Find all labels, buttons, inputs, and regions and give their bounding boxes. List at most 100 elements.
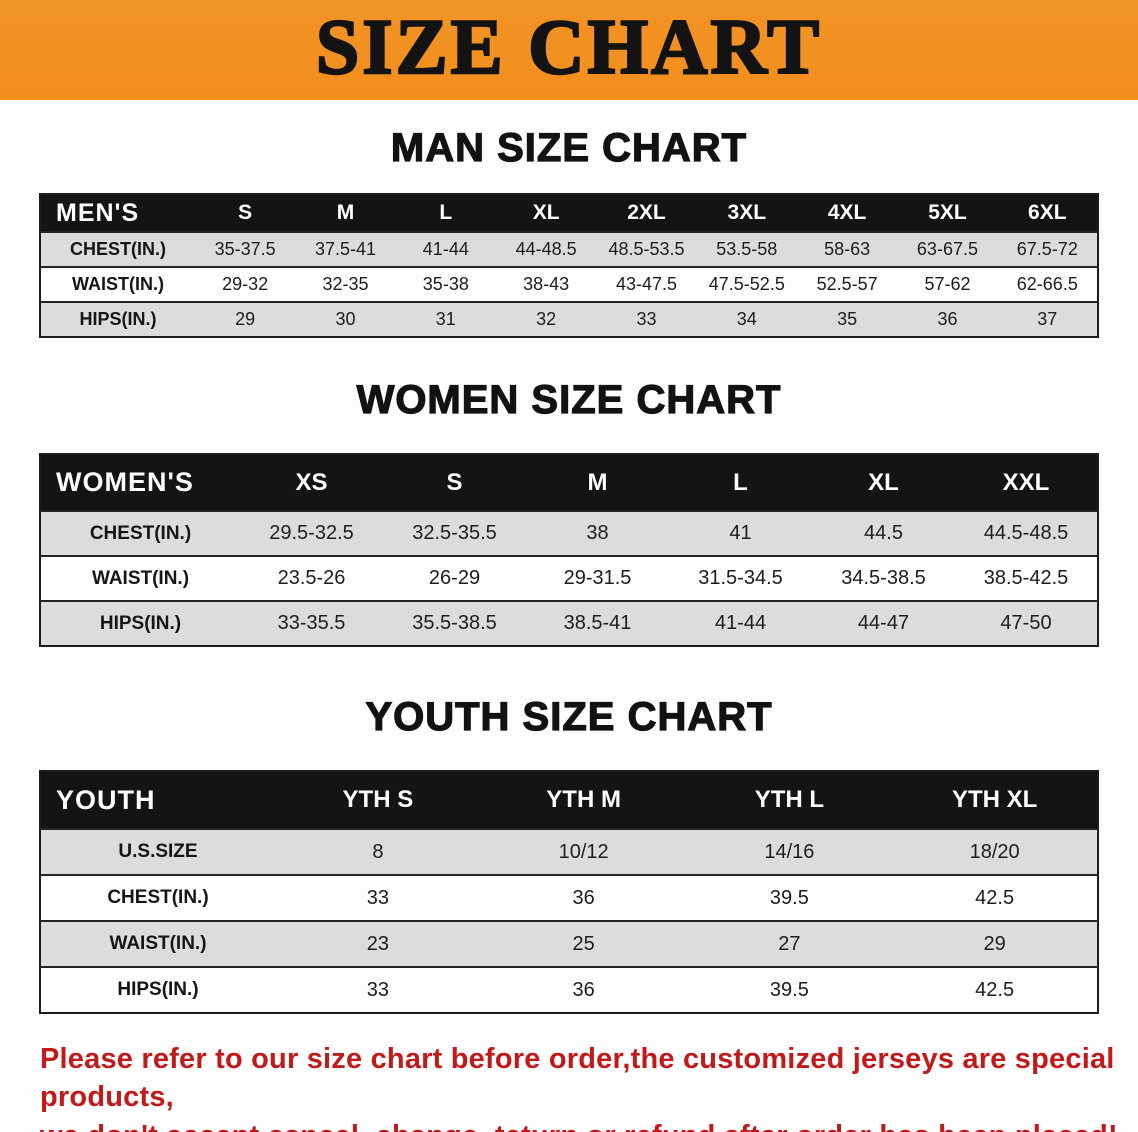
size-value: 37.5-41 [314,239,377,259]
size-value: 34 [736,309,757,329]
women-table-title: WOMEN'S [40,454,240,511]
youth-size-column-header: YTH XL [892,771,1098,829]
size-value: 23.5-26 [277,567,346,589]
men-size-column-header: 4XL [796,194,898,232]
size-value: 35-37.5 [214,239,276,259]
page-title: SIZE CHART [315,3,823,90]
size-value: 30 [335,309,356,329]
women-measure-row: HIPS(IN.) 33-35.5 35.5-38.5 38.5-41 41-44 44-… [40,601,1098,646]
youth-section-heading: YOUTH SIZE CHART [365,694,773,739]
row-label: HIPS(IN.) [117,979,199,1000]
women-section-heading: WOMEN SIZE CHART [356,377,782,422]
youth-measure-row: WAIST(IN.) 23 25 27 29 [40,921,1098,967]
size-value: 29 [983,932,1006,955]
size-value: 33 [366,978,389,1001]
men-size-column-header: 6XL [997,194,1098,232]
size-value: 39.5 [769,978,809,1001]
size-value: 8 [372,840,384,863]
size-value: 38.5-42.5 [983,567,1069,589]
size-value: 35 [837,309,858,329]
women-size-column-header: L [669,454,812,511]
youth-size-section: YOUTH SIZE CHART YOUTH YTH S YTH M YTH L YTH … [0,694,1138,1014]
men-size-column-header: L [395,194,496,232]
size-value: 41 [729,522,752,544]
row-label: U.S.SIZE [118,841,198,862]
size-value: 26-29 [428,567,481,589]
row-label: HIPS(IN.) [79,309,157,329]
size-value: 44.5 [864,522,903,544]
size-value: 63-67.5 [916,239,978,259]
men-size-section: MAN SIZE CHART MEN'S S M L XL 2XL 3XL 4XL 5XL 6XL C… [0,125,1138,338]
size-value: 29.5-32.5 [269,522,354,544]
size-value: 38 [586,522,609,544]
youth-measure-row: U.S.SIZE 8 10/12 14/16 18/20 [40,829,1098,875]
men-measure-row: CHEST(IN.) 35-37.5 37.5-41 41-44 44-48.5 48.5… [40,232,1098,267]
men-size-table: MEN'S S M L XL 2XL 3XL 4XL 5XL 6XL CHEST(IN.) 35-37… [39,193,1099,338]
size-chart-sections: MAN SIZE CHART MEN'S S M L XL 2XL 3XL 4XL 5XL 6XL C… [0,125,1138,1014]
size-value: 33 [636,309,657,329]
men-section-heading: MAN SIZE CHART [390,125,748,170]
men-measure-row: WAIST(IN.) 29-32 32-35 35-38 38-43 43-47.5 47.… [40,267,1098,302]
men-size-column-header: 2XL [596,194,697,232]
men-size-column-header: XL [495,194,597,232]
row-label: HIPS(IN.) [99,612,182,634]
size-value: 58-63 [824,239,871,259]
women-size-table: WOMEN'S XS S M L XL XXL CHEST(IN.) 29.5-32.5 32.5… [39,453,1099,647]
women-size-column-header: XS [240,454,383,511]
size-value: 43-47.5 [615,274,677,294]
notice-line-1: Please refer to our size chart before or… [40,1043,1115,1114]
men-size-column-header: S [195,194,296,232]
size-value: 47-50 [1000,612,1052,634]
size-value: 37 [1037,309,1058,329]
size-value: 52.5-57 [816,274,878,294]
size-value: 14/16 [764,840,815,863]
size-value: 36 [937,309,958,329]
size-value: 53.5-58 [716,239,778,259]
size-value: 42.5 [975,978,1015,1001]
size-value: 57-62 [924,274,971,294]
women-size-column-header: XL [812,454,955,511]
youth-size-column-header: YTH M [480,771,687,829]
youth-size-column-header: YTH S [275,771,481,829]
size-value: 48.5-53.5 [608,239,685,259]
size-value: 36 [572,978,595,1001]
size-value: 41-44 [714,612,767,634]
women-size-column-header: M [526,454,669,511]
size-value: 25 [572,932,595,955]
men-size-column-header: 5XL [897,194,998,232]
women-measure-row: WAIST(IN.) 23.5-26 26-29 29-31.5 31.5-34.5 34… [40,556,1098,601]
size-value: 35-38 [422,274,469,294]
size-value: 41-44 [422,239,469,259]
order-notice: Please refer to our size chart before or… [40,1040,1118,1132]
men-size-column-header: M [295,194,396,232]
size-value: 44-47 [857,612,910,634]
men-size-column-header: 3XL [696,194,797,232]
women-size-section: WOMEN SIZE CHART WOMEN'S XS S M L XL XXL CHEST(I… [0,377,1138,647]
size-value: 34.5-38.5 [841,567,926,589]
size-value: 29 [235,309,256,329]
size-value: 62-66.5 [1016,274,1078,294]
row-label: CHEST(IN.) [70,239,166,259]
youth-size-column-header: YTH L [686,771,893,829]
youth-measure-row: HIPS(IN.) 33 36 39.5 42.5 [40,967,1098,1013]
youth-table-header-row: YOUTH YTH S YTH M YTH L YTH XL [40,771,1098,829]
size-value: 42.5 [975,886,1015,909]
size-value: 31.5-34.5 [698,567,783,589]
size-value: 32 [536,309,557,329]
row-label: WAIST(IN.) [72,274,164,294]
size-value: 29-31.5 [563,567,632,589]
size-value: 44-48.5 [515,239,577,259]
youth-size-table: YOUTH YTH S YTH M YTH L YTH XL U.S.SIZE 8 10/12… [39,770,1099,1014]
size-value: 29-32 [222,274,269,294]
size-value: 38-43 [523,274,570,294]
row-label: WAIST(IN.) [91,567,190,589]
women-size-column-header: S [383,454,526,511]
size-value: 27 [778,932,801,955]
women-table-header-row: WOMEN'S XS S M L XL XXL [40,454,1098,511]
youth-measure-row: CHEST(IN.) 33 36 39.5 42.5 [40,875,1098,921]
row-label: WAIST(IN.) [109,933,207,954]
youth-table-title: YOUTH [40,771,275,829]
size-value: 47.5-52.5 [708,274,785,294]
size-value: 31 [435,309,456,329]
size-value: 33 [366,886,389,909]
